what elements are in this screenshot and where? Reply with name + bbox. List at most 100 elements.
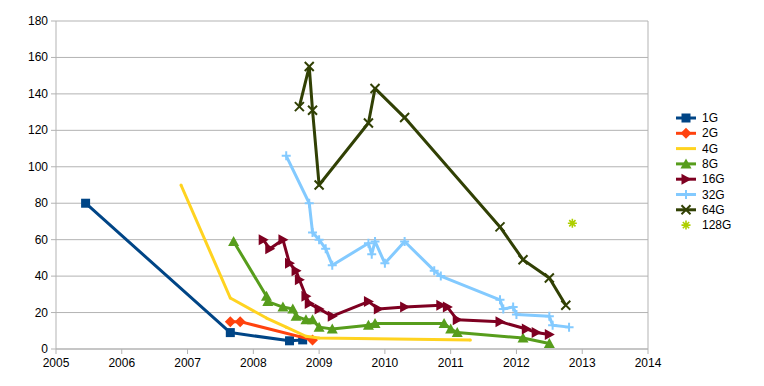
y-tick — [51, 349, 56, 350]
legend-marker — [681, 158, 692, 168]
y-axis — [56, 21, 57, 349]
data-point — [315, 303, 325, 314]
data-point — [439, 318, 450, 328]
data-point — [496, 222, 505, 231]
y-tick-label: 0 — [41, 342, 48, 356]
data-point — [308, 228, 317, 237]
grid-line — [56, 276, 648, 277]
data-point — [496, 295, 505, 304]
data-point — [364, 296, 374, 307]
data-point — [265, 317, 268, 320]
data-point — [225, 316, 236, 327]
series-line — [286, 156, 569, 327]
data-point — [496, 316, 506, 327]
data-point — [532, 327, 542, 338]
data-point — [304, 335, 307, 338]
legend-marker — [681, 128, 692, 139]
data-point — [371, 84, 380, 93]
legend-label: 2G — [702, 126, 718, 140]
x-tick-label: 2005 — [43, 356, 70, 370]
grid-line — [56, 203, 648, 204]
data-point — [278, 234, 288, 245]
data-point — [545, 273, 554, 282]
data-point — [318, 337, 321, 340]
data-point — [305, 298, 315, 309]
legend-label: 4G — [702, 142, 718, 156]
y-tick — [51, 276, 56, 277]
grid-line — [56, 349, 648, 350]
data-point — [364, 239, 373, 248]
data-point — [307, 314, 318, 324]
plot-frame — [648, 21, 649, 349]
data-point — [400, 113, 409, 122]
x-tick — [582, 349, 583, 354]
data-point — [453, 314, 463, 325]
legend-line — [676, 147, 696, 150]
x-tick — [187, 349, 188, 354]
data-point — [519, 255, 528, 264]
data-point — [295, 274, 305, 285]
data-point — [380, 259, 389, 268]
y-tick — [51, 93, 56, 94]
data-point — [469, 338, 472, 341]
data-point — [226, 328, 235, 337]
y-tick — [51, 312, 56, 313]
legend-marker — [682, 221, 691, 230]
data-point — [561, 301, 570, 310]
x-tick-label: 2007 — [174, 356, 201, 370]
data-point — [568, 219, 577, 228]
data-point — [374, 303, 384, 314]
data-point — [262, 296, 273, 306]
x-tick — [516, 349, 517, 354]
legend: 1G2G4G8G16G32G64G128G — [676, 111, 731, 232]
legend-label: 64G — [702, 203, 725, 217]
y-tick-label: 140 — [28, 87, 48, 101]
data-point — [315, 181, 324, 190]
x-tick-label: 2009 — [306, 356, 333, 370]
data-point — [400, 237, 409, 246]
legend-marker — [682, 205, 691, 214]
data-point — [179, 184, 182, 187]
y-tick-label: 120 — [28, 123, 48, 137]
grid-line — [56, 57, 648, 58]
data-point — [548, 321, 557, 330]
y-tick-label: 40 — [35, 269, 49, 283]
data-point — [305, 62, 314, 71]
data-point — [292, 265, 302, 276]
series-line — [299, 67, 565, 306]
data-point — [445, 323, 456, 333]
data-point — [545, 312, 554, 321]
y-tick — [51, 21, 56, 22]
x-tick-label: 2008 — [240, 356, 267, 370]
chart: 0204060801001201401601802005200620072008… — [0, 0, 764, 386]
legend-marker — [682, 174, 692, 185]
legend-label: 16G — [702, 172, 725, 186]
x-tick-label: 2013 — [569, 356, 596, 370]
data-point — [565, 323, 574, 332]
series-line — [263, 240, 549, 335]
data-point — [499, 304, 508, 313]
data-point — [512, 310, 521, 319]
data-point — [400, 302, 410, 313]
data-point — [321, 244, 330, 253]
data-point — [228, 236, 239, 246]
legend-marker — [682, 190, 691, 199]
data-point — [315, 235, 324, 244]
data-point — [522, 323, 532, 334]
x-tick-label: 2014 — [635, 356, 662, 370]
legend-label: 32G — [702, 188, 725, 202]
data-point — [370, 318, 381, 328]
grid-line — [56, 312, 648, 313]
grid-line — [56, 93, 648, 94]
x-axis — [56, 349, 648, 350]
x-tick-label: 2011 — [438, 356, 464, 370]
x-tick-label: 2012 — [503, 356, 530, 370]
y-tick-label: 60 — [35, 233, 49, 247]
data-point — [452, 327, 463, 337]
data-point — [295, 102, 304, 111]
x-tick — [56, 349, 57, 354]
x-tick — [384, 349, 385, 354]
x-tick-label: 2006 — [108, 356, 135, 370]
y-tick-label: 100 — [28, 160, 48, 174]
y-tick — [51, 57, 56, 58]
